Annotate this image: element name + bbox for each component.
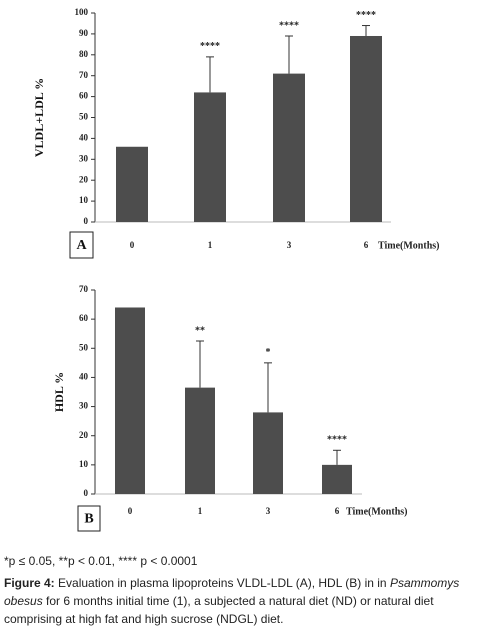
panel-box [69,231,94,259]
bar [253,412,283,494]
x-tick-label: 3 [287,240,292,250]
annotation: **** [356,10,376,21]
y-tick-label: 20 [79,174,89,184]
annotation: * [266,347,271,358]
x-axis-label: Time(Months) [378,240,439,251]
y-tick-label: 80 [79,49,89,59]
y-axis-label: HDL % [52,372,66,412]
x-tick-label: 1 [198,506,203,516]
y-tick-label: 30 [79,401,89,411]
caption-text: for 6 months initial time (1), a subject… [4,594,434,626]
y-tick-label: 40 [79,132,89,142]
y-tick-label: 50 [79,112,89,122]
y-tick-label: 40 [79,371,89,381]
y-tick-label: 10 [79,195,89,205]
y-tick-label: 50 [79,342,89,352]
annotation: **** [327,435,347,446]
y-tick-label: 100 [75,7,89,17]
y-tick-label: 60 [79,313,89,323]
bar [116,146,148,222]
y-tick-label: 30 [79,153,89,163]
x-tick-label: 3 [266,506,271,516]
figure-label: Figure 4: [4,576,55,590]
y-tick-label: 70 [79,70,89,80]
caption-text: Evaluation in plasma lipoproteins VLDL-L… [58,576,387,590]
annotation: **** [279,20,299,31]
x-tick-label: 0 [130,240,135,250]
y-tick-label: 70 [79,284,89,294]
annotation: **** [200,41,220,52]
y-axis-label: VLDL+LDL % [32,78,46,157]
x-axis-label: Time(Months) [346,506,407,517]
y-tick-label: 0 [84,488,89,498]
x-tick-label: 1 [208,240,213,250]
panel-box [77,505,101,532]
bar [273,73,305,222]
bar [115,307,145,494]
y-tick-label: 0 [84,216,89,226]
bar [185,387,215,494]
y-tick-label: 10 [79,459,89,469]
panel-label: B [84,512,93,527]
y-tick-label: 90 [79,28,89,38]
x-tick-label: 0 [128,506,133,516]
x-tick-label: 6 [364,240,369,250]
caption: *p ≤ 0.05, **p < 0.01, **** p < 0.0001 F… [4,552,488,628]
panel-label: A [76,238,87,253]
bar [322,464,352,494]
significance: *p ≤ 0.05, **p < 0.01, **** p < 0.0001 [4,554,198,568]
y-tick-label: 20 [79,430,89,440]
annotation: ** [195,325,205,336]
x-tick-label: 6 [335,506,340,516]
caption-body: Figure 4: Evaluation in plasma lipoprote… [4,574,488,628]
species: Psammomys obesus [4,576,460,608]
y-tick-label: 60 [79,91,89,101]
bar [350,35,382,222]
bar [194,92,226,222]
